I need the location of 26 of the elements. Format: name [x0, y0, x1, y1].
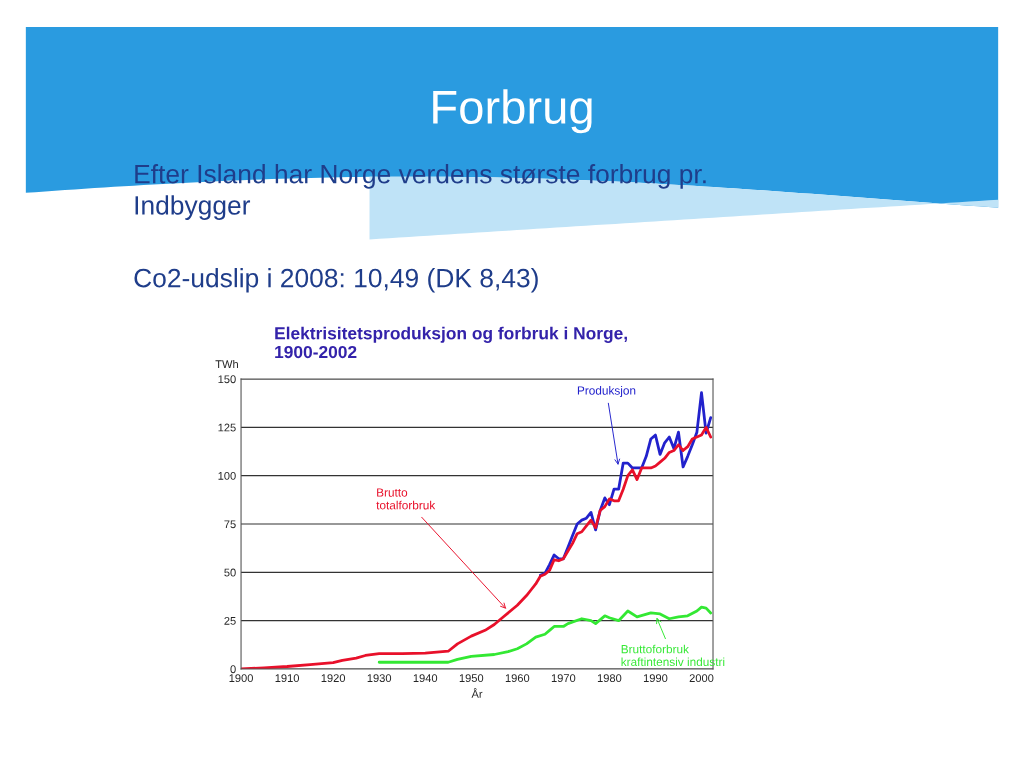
x-tick-label: 1980	[597, 674, 622, 683]
chart-title: Forbrug	[433, 89, 592, 134]
x-tick-label: 1960	[505, 674, 530, 683]
y-axis-title: TWh	[215, 359, 238, 368]
text: Co2-udslip i 2008: 10,49 (DK 8,43)	[134, 268, 538, 293]
annotation: Produksjon	[577, 386, 636, 398]
x-axis-title: År	[471, 688, 483, 698]
y-tick-label: 50	[224, 568, 236, 577]
annotation: Bruttoforbruk kraftintensiv industri	[621, 644, 725, 667]
y-tick-label: 100	[218, 471, 236, 480]
x-tick-label: 1920	[321, 674, 346, 683]
x-tick-label: 1990	[643, 674, 668, 683]
x-tick-label: 1940	[413, 674, 438, 683]
y-tick-label: 125	[218, 423, 236, 432]
annotation: Brutto totalforbruk	[376, 488, 436, 510]
x-tick-label: 1950	[459, 674, 484, 683]
y-tick-label: 25	[224, 616, 236, 625]
x-tick-label: 1930	[367, 674, 392, 683]
chart-subtitle: Elektrisitetsproduksjon og forbruk i Norge, 1900-2002	[275, 326, 627, 359]
y-tick-label: 0	[230, 665, 236, 674]
y-tick-label: 150	[218, 375, 236, 384]
x-tick-label: 1970	[551, 674, 576, 683]
x-tick-label: 1910	[275, 674, 300, 683]
x-tick-label: 2000	[689, 674, 714, 683]
x-tick-label: 1900	[229, 674, 253, 683]
y-tick-label: 75	[224, 520, 236, 529]
